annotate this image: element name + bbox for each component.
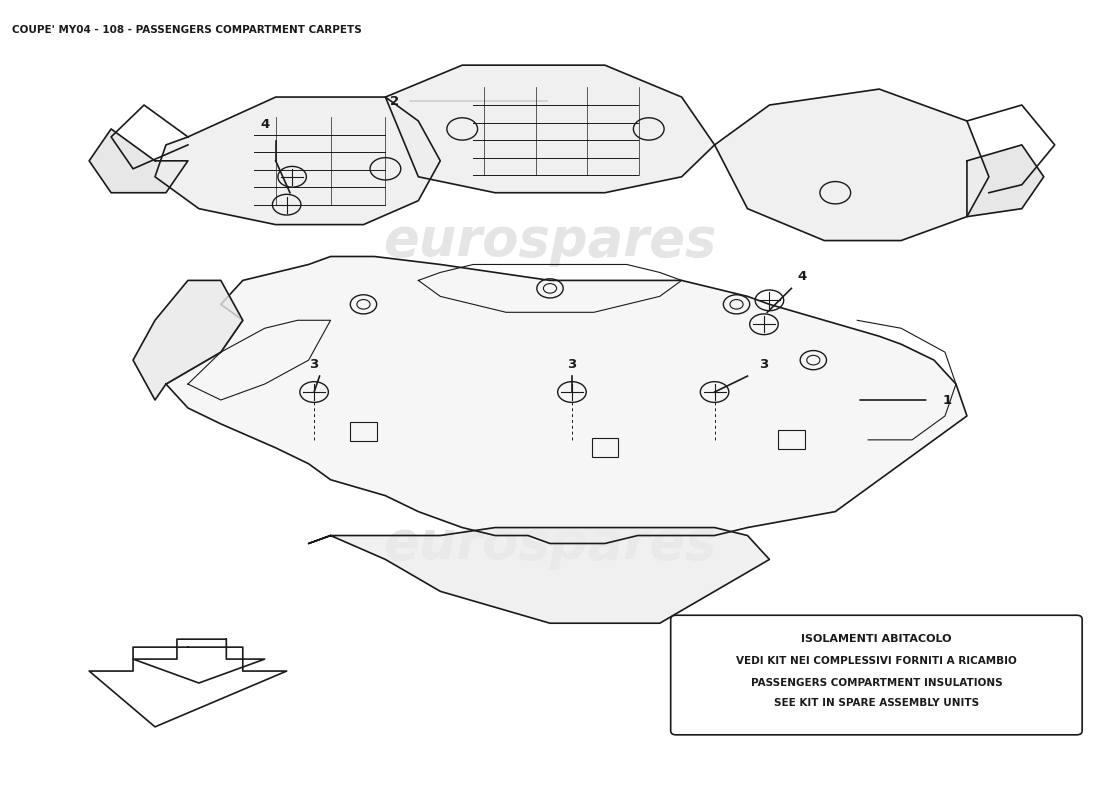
- Text: 1: 1: [943, 394, 951, 406]
- Text: eurospares: eurospares: [383, 214, 717, 266]
- Text: eurospares: eurospares: [383, 518, 717, 570]
- Text: 4: 4: [260, 118, 270, 131]
- Text: 4: 4: [798, 270, 807, 283]
- Text: VEDI KIT NEI COMPLESSIVI FORNITI A RICAMBIO: VEDI KIT NEI COMPLESSIVI FORNITI A RICAM…: [736, 657, 1016, 666]
- Text: 3: 3: [568, 358, 576, 370]
- Text: COUPE' MY04 - 108 - PASSENGERS COMPARTMENT CARPETS: COUPE' MY04 - 108 - PASSENGERS COMPARTME…: [12, 26, 362, 35]
- Bar: [778, 430, 804, 450]
- Text: PASSENGERS COMPARTMENT INSULATIONS: PASSENGERS COMPARTMENT INSULATIONS: [750, 678, 1002, 688]
- Text: 3: 3: [759, 358, 769, 370]
- Polygon shape: [715, 89, 989, 241]
- FancyBboxPatch shape: [671, 615, 1082, 735]
- Polygon shape: [166, 257, 967, 543]
- Polygon shape: [133, 281, 243, 400]
- Polygon shape: [385, 65, 715, 193]
- Bar: [592, 438, 618, 458]
- Polygon shape: [309, 527, 769, 623]
- Polygon shape: [133, 639, 265, 683]
- Polygon shape: [89, 129, 188, 193]
- Bar: [350, 422, 376, 442]
- Text: ISOLAMENTI ABITACOLO: ISOLAMENTI ABITACOLO: [801, 634, 952, 644]
- Text: 2: 2: [389, 94, 399, 107]
- Text: 3: 3: [309, 358, 319, 370]
- Text: SEE KIT IN SPARE ASSEMBLY UNITS: SEE KIT IN SPARE ASSEMBLY UNITS: [774, 698, 979, 708]
- Polygon shape: [155, 97, 440, 225]
- Polygon shape: [89, 647, 287, 727]
- Polygon shape: [967, 145, 1044, 217]
